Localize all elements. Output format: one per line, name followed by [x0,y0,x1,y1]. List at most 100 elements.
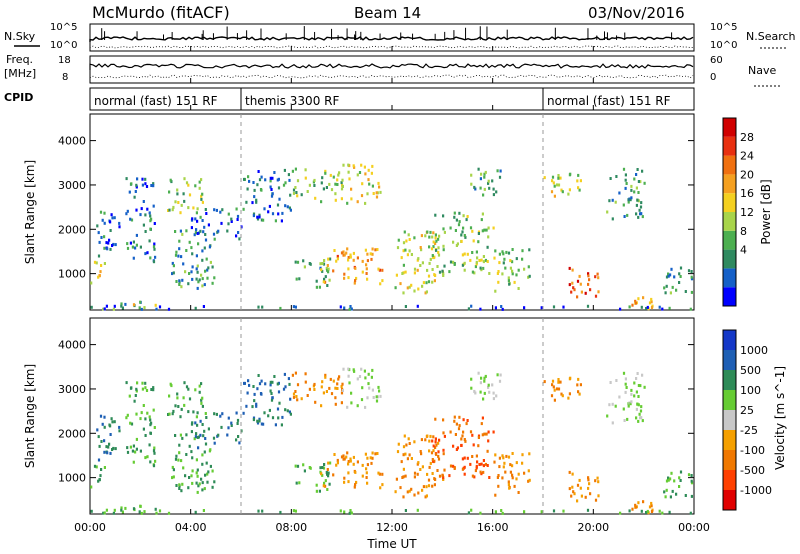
echo-cell [289,193,292,197]
echo-cell [207,427,210,431]
echo-cell [196,490,199,494]
colorbar-tick-label: 24 [740,150,754,163]
echo-cell [141,381,144,385]
echo-cell [107,241,110,245]
echo-cell [426,268,429,272]
echo-cell [497,474,500,477]
echo-cell [336,183,339,186]
echo-cell [185,181,189,185]
echo-cell [144,182,147,186]
echo-cell [572,286,575,290]
echo-cell [553,184,556,188]
echo-cell [338,375,341,379]
echo-cell [679,266,683,270]
echo-cell [326,468,329,471]
echo-cell [365,267,368,271]
echo-cell [438,234,441,238]
echo-cell [486,464,489,467]
echo-cell [458,424,461,428]
echo-cell [139,504,142,508]
echo-cell [102,307,105,311]
echo-cell [354,279,357,283]
echo-cell [324,171,327,175]
echo-cell [673,275,676,279]
nsky-label: N.Sky [4,30,36,43]
echo-cell [448,270,451,274]
echo-cell [332,379,335,383]
velocity-colorbar-label: Velocity [m s^-1] [773,366,787,470]
echo-cell [174,404,177,408]
echo-cell [498,379,502,383]
colorbar-tick-label: -100 [740,444,765,457]
echo-cell [452,464,455,468]
echo-cell [260,218,263,222]
echo-cell [472,443,475,447]
echo-cell [126,242,129,246]
echo-cell [523,306,526,310]
echo-cell [100,264,103,267]
echo-cell [319,466,322,470]
echo-cell [437,237,440,241]
echo-cell [352,164,355,168]
echo-cell [406,457,409,461]
echo-cell [237,435,240,438]
echo-cell [426,472,429,476]
echo-cell [283,372,286,376]
echo-cell [515,257,518,261]
nave-tick-top: 60 [710,55,723,66]
echo-cell [528,274,531,278]
echo-cell [372,396,375,399]
echo-cell [180,203,183,207]
echo-cell [492,226,495,230]
echo-cell [559,176,562,180]
echo-cell [277,390,281,394]
echo-cell [201,396,204,400]
echo-cell [431,439,434,443]
echo-cell [589,492,592,496]
echo-cell [235,411,238,415]
echo-cell [452,260,455,264]
echo-cell [427,274,431,278]
echo-cell [479,381,482,385]
echo-cell [213,412,216,416]
echo-cell [395,477,398,481]
echo-cell [458,415,461,419]
echo-cell [179,433,182,437]
echo-cell [132,256,135,260]
echo-cell [568,283,571,287]
echo-cell [128,394,131,398]
echo-cell [443,468,446,472]
echo-cell [294,371,297,375]
echo-cell [284,408,287,412]
echo-cell [95,261,98,265]
echo-cell [501,272,504,276]
echo-cell [502,252,505,256]
echo-cell [363,369,366,373]
echo-cell [308,387,311,391]
echo-cell [442,248,445,252]
echo-cell [449,260,453,264]
echo-cell [294,509,297,513]
echo-cell [168,208,171,212]
echo-cell [463,268,466,272]
echo-cell [340,251,344,255]
echo-cell [292,305,295,309]
echo-cell [329,173,332,177]
echo-cell [227,416,230,420]
echo-cell [576,383,579,387]
echo-cell [648,301,652,305]
echo-cell [678,485,681,488]
echo-cell [449,226,452,230]
echo-cell [551,179,554,183]
echo-cell [364,201,367,205]
echo-cell [208,245,211,249]
echo-cell [184,270,187,274]
colorbar-swatch [723,230,736,250]
echo-cell [370,461,373,465]
echo-cell [205,461,208,465]
echo-cell [594,479,597,483]
echo-cell [267,414,270,418]
echo-cell [296,464,300,468]
echo-cell [201,258,204,262]
echo-cell [258,417,261,421]
